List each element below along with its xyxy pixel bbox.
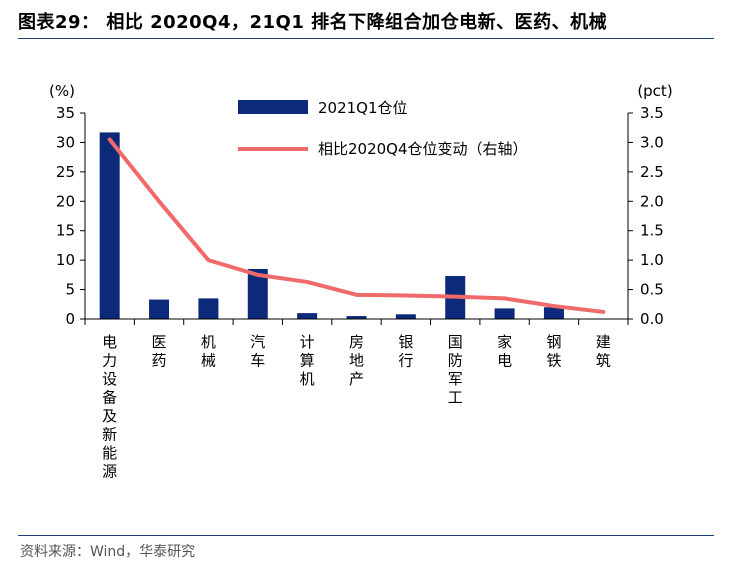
right-axis-unit: (pct): [637, 82, 672, 100]
x-tick-label: 机械: [201, 333, 216, 370]
right-tick-label: 3.0: [640, 133, 664, 151]
x-tick-label: 医药: [152, 333, 167, 370]
legend-label-line: 相比2020Q4仓位变动（右轴）: [318, 140, 528, 158]
left-tick-label: 15: [56, 222, 75, 240]
axes: 0 5 10 15 20 25 30 35 0.0 0.5 1.0 1.5 2.0 2.5 3.0 3.5 (%…: [49, 82, 673, 481]
line-series-change: [107, 137, 606, 314]
left-tick-label: 20: [56, 192, 75, 210]
left-tick-label: 0: [65, 310, 75, 328]
source-note: 资料来源：Wind，华泰研究: [20, 544, 196, 560]
right-tick-label: 2.0: [640, 192, 664, 210]
legend-label-bar: 2021Q1仓位: [318, 99, 408, 117]
figure-title: 图表29： 相比 2020Q4，21Q1 排名下降组合加仓电新、医药、机械: [18, 12, 608, 33]
x-tick-label: 计算机: [300, 333, 315, 388]
bar: [198, 298, 219, 319]
bar-series-2021q1: [99, 132, 564, 319]
x-tick-label: 钢铁: [546, 333, 561, 370]
change-line: [107, 137, 606, 314]
x-tick-label: 家电: [497, 333, 512, 370]
bar: [543, 307, 564, 319]
chart: 0 5 10 15 20 25 30 35 0.0 0.5 1.0 1.5 2.0 2.5 3.0 3.5 (%…: [49, 82, 673, 481]
left-tick-label: 25: [56, 163, 75, 181]
x-tick-label: 国防军工: [448, 333, 463, 407]
bar: [149, 299, 170, 319]
x-tick-label: 汽车: [250, 333, 265, 370]
bar: [247, 268, 268, 319]
legend-swatch-bar: [238, 100, 308, 114]
right-tick-label: 1.5: [640, 222, 664, 240]
bar: [494, 308, 515, 319]
left-tick-label: 35: [56, 104, 75, 122]
right-tick-label: 3.5: [640, 104, 664, 122]
right-tick-label: 2.5: [640, 163, 664, 181]
left-tick-label: 30: [56, 133, 75, 151]
source-rule: [18, 535, 714, 536]
left-tick-label: 10: [56, 251, 75, 269]
left-axis-unit: (%): [49, 82, 75, 100]
bar: [99, 132, 120, 319]
x-tick-label: 房地产: [349, 333, 364, 388]
x-tick-label: 建筑: [596, 333, 611, 370]
x-tick-label: 电力设备及新能源: [102, 333, 117, 481]
right-tick-label: 1.0: [640, 251, 664, 269]
right-tick-label: 0.0: [640, 310, 664, 328]
title-rule: [18, 38, 714, 39]
x-tick-label: 银行: [398, 333, 413, 370]
right-tick-label: 0.5: [640, 281, 664, 299]
bar: [346, 316, 367, 319]
bar: [297, 313, 318, 319]
left-tick-label: 5: [65, 281, 75, 299]
bar: [395, 314, 416, 319]
